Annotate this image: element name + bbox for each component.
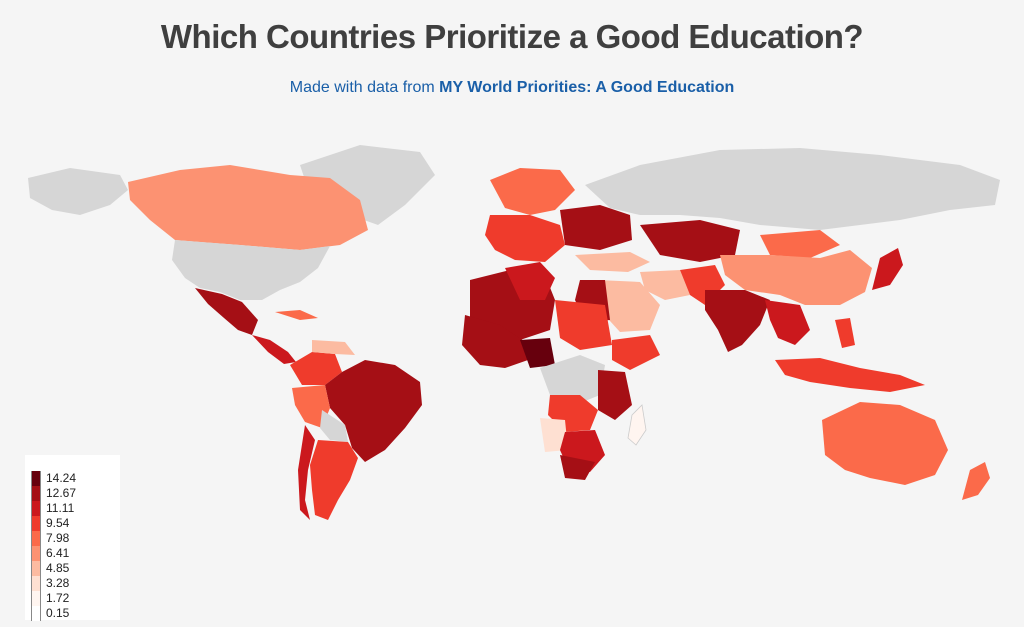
legend-swatch <box>31 516 41 531</box>
country-chile[interactable] <box>298 425 315 520</box>
country-alaska[interactable] <box>28 168 128 215</box>
country-south-africa[interactable] <box>560 455 595 480</box>
country-new-zealand[interactable] <box>962 462 990 500</box>
country-west-africa[interactable] <box>462 315 530 368</box>
legend-item: 11.11 <box>31 501 74 516</box>
country-australia[interactable] <box>822 402 948 485</box>
legend-swatch <box>31 591 41 606</box>
country-central-africa[interactable] <box>540 355 605 405</box>
country-indonesia[interactable] <box>775 358 925 392</box>
country-central-america[interactable] <box>252 335 296 364</box>
legend-item: 0.15 <box>31 606 69 621</box>
country-greenland[interactable] <box>300 145 435 225</box>
legend-label: 12.67 <box>46 486 77 500</box>
legend-label: 14.24 <box>46 471 77 485</box>
country-east-africa[interactable] <box>598 370 632 420</box>
country-sudan[interactable] <box>555 300 612 350</box>
legend-swatch <box>31 546 41 561</box>
legend-swatch <box>31 501 41 516</box>
country-saudi-arabia[interactable] <box>598 280 660 332</box>
country-southeast-asia[interactable] <box>765 300 810 345</box>
country-madagascar[interactable] <box>627 404 647 446</box>
legend-swatch <box>31 576 41 591</box>
legend-item: 4.85 <box>31 561 69 576</box>
legend-label: 4.85 <box>46 561 70 575</box>
legend-swatch <box>31 486 41 501</box>
country-iran[interactable] <box>640 270 690 300</box>
legend-label: 3.28 <box>46 576 70 590</box>
country-canada[interactable] <box>128 165 368 250</box>
country-argentina[interactable] <box>310 440 358 520</box>
legend-label: 11.11 <box>46 501 75 515</box>
country-japan[interactable] <box>872 248 903 290</box>
country-horn-of-africa[interactable] <box>612 335 660 370</box>
subtitle: Made with data from MY World Priorities:… <box>0 79 1024 97</box>
source-link[interactable]: MY World Priorities: A Good Education <box>439 79 735 96</box>
legend-label: 1.72 <box>46 591 70 605</box>
country-turkey[interactable] <box>575 252 650 272</box>
legend-label: 6.41 <box>46 546 70 560</box>
legend-item: 3.28 <box>31 576 69 591</box>
country-india[interactable] <box>705 290 770 352</box>
country-western-europe[interactable] <box>485 215 565 262</box>
country-nigeria[interactable] <box>520 338 555 368</box>
country-united-states[interactable] <box>172 240 330 300</box>
country-angola[interactable] <box>540 418 568 452</box>
country-china[interactable] <box>720 250 872 305</box>
legend-item: 1.72 <box>31 591 69 606</box>
legend-swatch <box>31 606 41 621</box>
legend-swatch <box>31 561 41 576</box>
country-colombia[interactable] <box>290 352 342 385</box>
country-mexico[interactable] <box>195 288 258 335</box>
country-brazil[interactable] <box>325 360 422 462</box>
legend-label: 9.54 <box>46 516 70 530</box>
legend: 14.24 12.67 11.11 9.54 7.98 6.41 4.85 3.… <box>25 455 120 621</box>
country-eastern-europe[interactable] <box>560 205 632 250</box>
legend-item: 7.98 <box>31 531 69 546</box>
legend-label: 7.98 <box>46 531 70 545</box>
country-kazakhstan[interactable] <box>640 220 740 262</box>
legend-label: 0.15 <box>46 606 70 620</box>
country-russia[interactable] <box>585 148 1000 230</box>
page-title: Which Countries Prioritize a Good Educat… <box>160 18 864 55</box>
country-algeria[interactable] <box>505 262 555 300</box>
country-peru[interactable] <box>292 385 330 428</box>
legend-item: 6.41 <box>31 546 69 561</box>
legend-swatch <box>31 471 41 486</box>
country-venezuela[interactable] <box>312 340 355 355</box>
legend-item: 12.67 <box>31 486 76 501</box>
legend-item: 9.54 <box>31 516 69 531</box>
legend-item: 14.24 <box>31 471 76 486</box>
subtitle-prefix: Made with data from <box>289 79 440 96</box>
country-bolivia[interactable] <box>320 410 348 442</box>
country-mongolia[interactable] <box>760 230 840 258</box>
country-scandinavia[interactable] <box>490 168 575 215</box>
legend-swatch <box>31 531 41 546</box>
country-cuba[interactable] <box>275 310 318 320</box>
country-philippines[interactable] <box>835 318 855 348</box>
